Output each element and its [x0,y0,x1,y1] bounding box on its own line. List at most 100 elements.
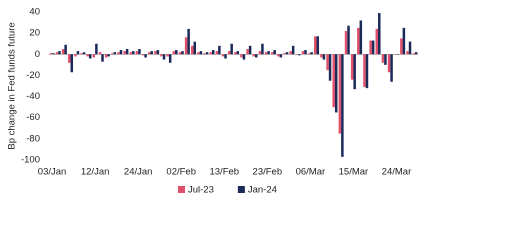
bar [406,51,409,55]
y-tick-label: -60 [26,112,40,123]
bar [92,54,96,58]
bar [390,54,393,82]
bar [369,40,372,55]
bar [221,54,225,57]
bar [68,54,71,63]
bar [375,28,379,55]
y-tick-label: 0 [35,49,40,60]
bar [104,54,108,58]
bar [298,54,301,56]
bar [234,52,237,55]
bar [384,54,387,65]
bar [285,52,289,55]
bar [258,51,262,55]
bar [175,50,178,55]
bar [322,54,326,60]
bar [160,54,163,57]
x-tick-label: 24/Mar [382,167,412,178]
bar [55,52,59,55]
bar [98,52,102,55]
bar [381,54,385,63]
y-tick-label: -20 [26,70,40,81]
bar [307,53,311,55]
bar [359,20,363,55]
bar [166,54,169,57]
x-tick-label: 12/Jan [81,167,110,178]
x-tick-label: 23/Feb [253,167,283,178]
bar [252,54,256,57]
bar [218,45,221,55]
bar [70,54,74,73]
bar [86,54,89,57]
bar [74,54,77,57]
y-tick-label: -40 [26,91,40,102]
bar [224,54,227,59]
bar [215,51,219,55]
bar [64,44,67,55]
bar [191,45,194,55]
bar [387,54,391,73]
bar [304,50,307,55]
bar [261,43,264,55]
y-tick-label: -80 [26,133,40,144]
bar [147,52,151,55]
bar [378,13,381,55]
bar [227,51,231,55]
bar [76,51,80,55]
x-tick-label: 15/Mar [339,167,369,178]
x-tick-label: 06/Mar [296,167,326,178]
x-tick-label: 24/Jan [124,167,153,178]
bar [316,36,320,55]
bar [314,36,317,55]
bar [132,51,135,55]
bar [61,49,65,55]
bar [52,53,55,55]
bar [168,54,172,63]
bar [150,51,153,55]
bar [402,27,406,55]
bar [141,54,145,56]
bar [199,51,203,55]
bar [80,53,83,55]
bar [230,43,233,55]
bar [357,27,360,55]
bar [193,41,197,55]
legend-label: Jul-23 [188,185,214,196]
bar [125,49,129,55]
bar [113,52,117,55]
bar [205,52,209,55]
legend-swatch [237,186,245,193]
bar [310,52,313,55]
bar [350,54,354,80]
bar [236,51,240,55]
bar [101,54,104,62]
bar [181,51,184,55]
bar [123,51,126,55]
bar [363,54,366,88]
bar [279,54,283,58]
bar [414,52,418,55]
y-tick-label: 40 [29,7,40,18]
bar [248,45,252,55]
bar [341,54,344,157]
bar [365,54,369,89]
bar [408,41,412,55]
bar [135,51,139,55]
bar [291,45,295,55]
x-tick-label: 03/Jan [38,167,67,178]
y-tick-label: -100 [21,155,40,166]
bar [119,50,123,55]
bar [240,54,243,58]
bar [338,54,342,134]
bar [184,37,188,55]
bar [203,53,206,55]
bar [209,52,212,55]
bar [400,38,403,55]
y-tick-label: 20 [29,28,40,39]
bar [197,52,200,55]
bar [301,51,305,55]
y-axis-label: Bp change in Fed funds future [7,22,18,149]
bar [273,50,276,55]
bar [334,54,338,113]
bar [138,49,141,55]
